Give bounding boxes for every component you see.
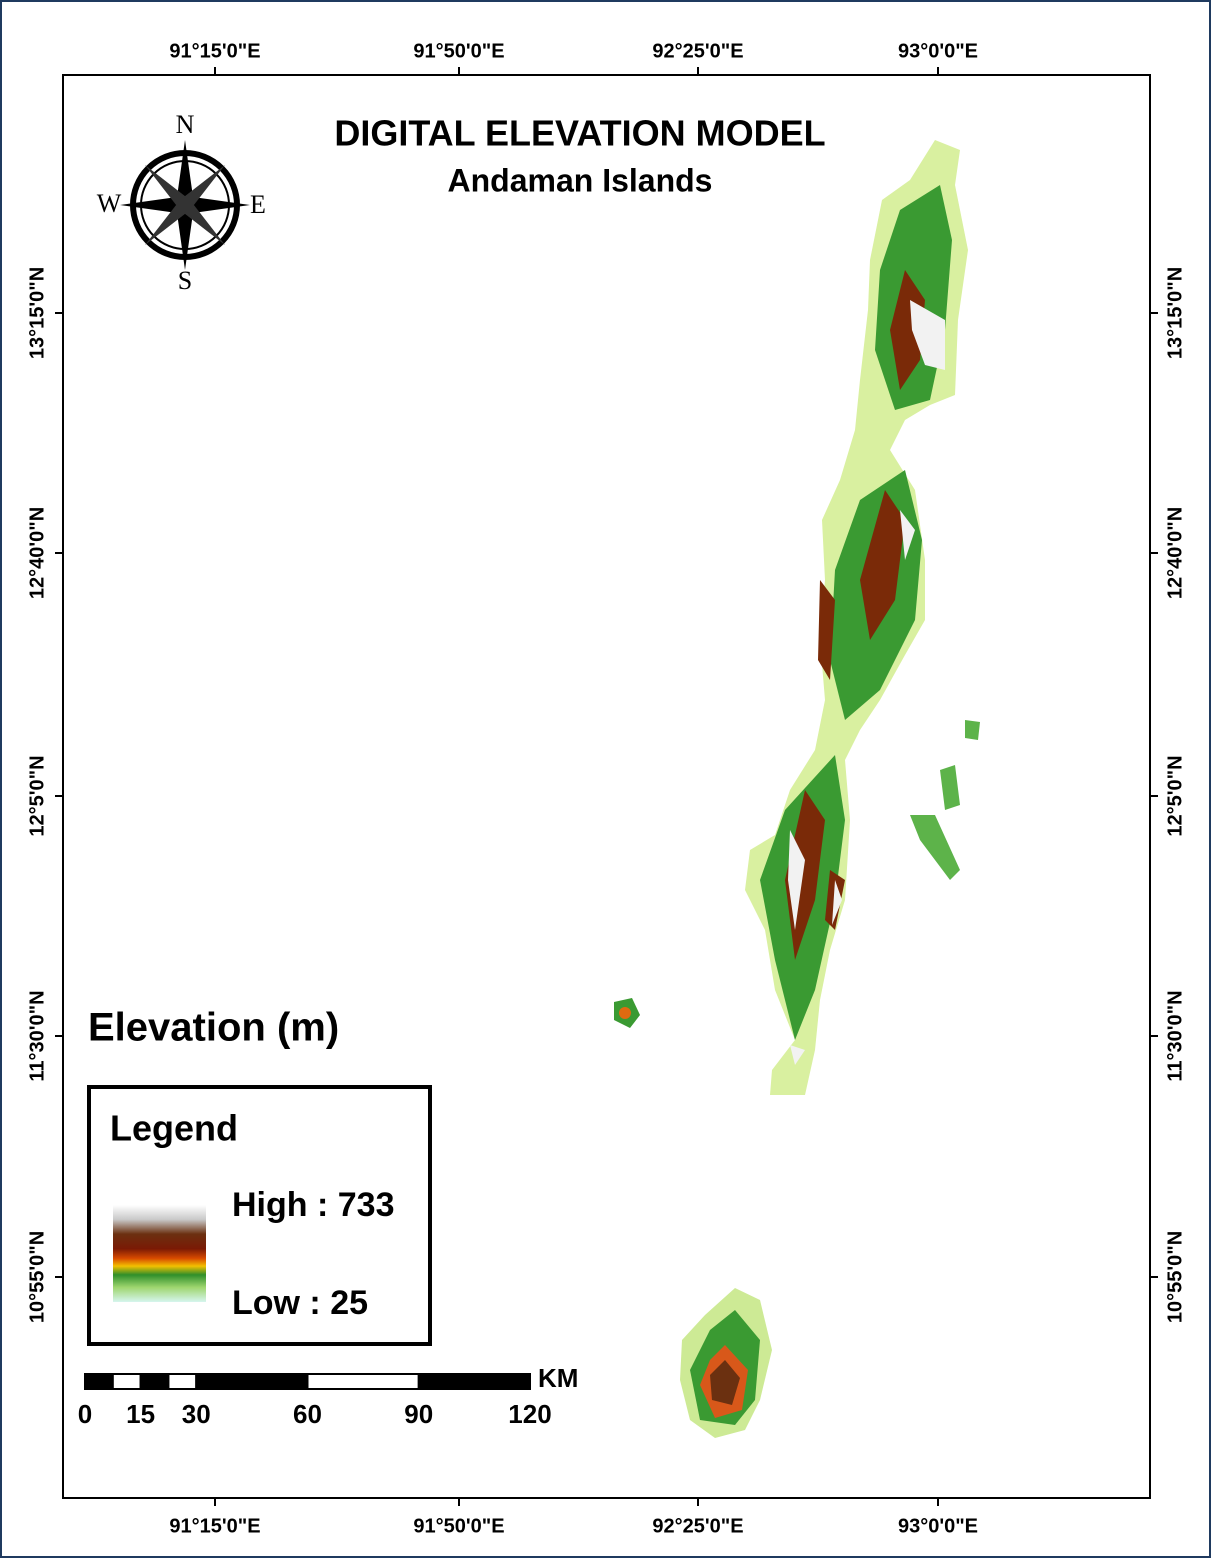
scale-unit: KM <box>538 1363 578 1393</box>
compass-north: N <box>176 110 195 139</box>
scale-label: 0 <box>78 1399 92 1429</box>
latitude-label: 12°5'0"N <box>1164 755 1186 836</box>
legend-low: Low : 25 <box>232 1284 368 1322</box>
map-page: DIGITAL ELEVATION MODEL Andaman Islands … <box>0 0 1211 1558</box>
longitude-label: 92°25'0"E <box>652 40 743 62</box>
map-subtitle: Andaman Islands <box>448 162 713 198</box>
scale-label: 90 <box>404 1399 433 1429</box>
compass-south: S <box>178 266 192 295</box>
longitude-label: 91°15'0"E <box>169 40 260 62</box>
elevation-heading: Elevation (m) <box>88 1006 339 1050</box>
latitude-label: 12°40'0"N <box>26 507 48 599</box>
scale-segment <box>113 1374 141 1389</box>
scale-label: 30 <box>182 1399 211 1429</box>
latitude-label: 10°55'0"N <box>26 1231 48 1323</box>
legend-ramp <box>113 1205 206 1302</box>
longitude-label: 93°0'0"E <box>898 40 978 62</box>
latitude-label: 11°30'0"N <box>1164 990 1186 1081</box>
longitude-label: 91°50'0"E <box>413 40 504 62</box>
scale-label: 60 <box>293 1399 322 1429</box>
scale-label: 15 <box>126 1399 155 1429</box>
latitude-label: 13°15'0"N <box>26 267 48 359</box>
legend-title: Legend <box>110 1108 238 1149</box>
compass-east: E <box>250 190 266 219</box>
latitude-label: 11°30'0"N <box>26 990 48 1081</box>
scale-segment <box>308 1374 419 1389</box>
longitude-label: 92°25'0"E <box>652 1515 743 1537</box>
scale-segment <box>141 1374 169 1389</box>
longitude-label: 91°50'0"E <box>413 1515 504 1537</box>
compass-west: W <box>97 189 122 218</box>
scale-segment <box>85 1374 113 1389</box>
map-title: DIGITAL ELEVATION MODEL <box>334 113 825 154</box>
island-small <box>619 1007 631 1019</box>
longitude-label: 93°0'0"E <box>898 1515 978 1537</box>
latitude-label: 12°5'0"N <box>26 755 48 836</box>
scale-segment <box>168 1374 196 1389</box>
legend-high: High : 733 <box>232 1186 394 1224</box>
latitude-label: 13°15'0"N <box>1164 267 1186 359</box>
latitude-label: 10°55'0"N <box>1164 1231 1186 1323</box>
scale-segment <box>196 1374 307 1389</box>
scale-label: 120 <box>508 1399 551 1429</box>
scale-segment <box>419 1374 530 1389</box>
longitude-label: 91°15'0"E <box>169 1515 260 1537</box>
latitude-label: 12°40'0"N <box>1164 507 1186 599</box>
